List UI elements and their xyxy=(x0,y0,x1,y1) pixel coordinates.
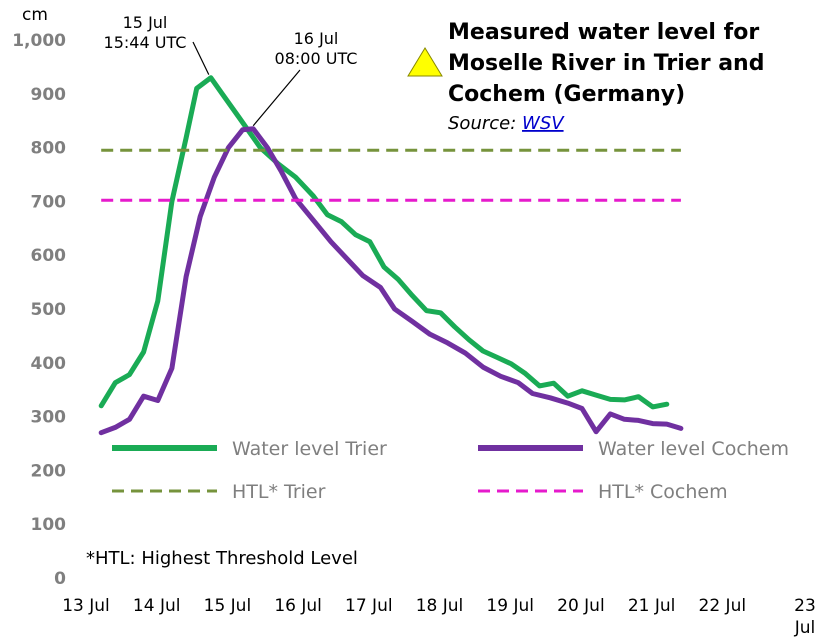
annotation-leader xyxy=(192,41,210,75)
x-tick-label: 20 Jul xyxy=(557,596,605,616)
y-axis-unit: cm xyxy=(22,5,48,25)
chart-title-line-2: Moselle River in Trier and xyxy=(448,51,764,76)
x-tick-label: 22 Jul xyxy=(699,596,747,616)
legend-item: HTL* Cochem xyxy=(478,481,728,503)
chart-source: Source: WSV xyxy=(448,113,565,134)
x-axis: 13 Jul 14 Jul 15 Jul 16 Jul 17 Jul 18 Jul 19 J… xyxy=(62,596,816,638)
legend-label: Water level Trier xyxy=(232,438,387,460)
x-tick-label: 17 Jul xyxy=(345,596,393,616)
footnote: *HTL: Highest Threshold Level xyxy=(86,548,358,569)
chart-title-line-3: Cochem (Germany) xyxy=(448,82,685,107)
x-tick-label: 18 Jul xyxy=(416,596,464,616)
y-tick-label: 800 xyxy=(31,139,67,159)
x-tick-label: 15 Jul xyxy=(204,596,252,616)
series-line-water-level-cochem xyxy=(98,126,684,436)
x-tick-label: 23 Jul xyxy=(794,596,816,638)
series-line-water-level-trier xyxy=(98,75,670,410)
legend-item: HTL* Trier xyxy=(112,481,326,503)
y-tick-label: 700 xyxy=(31,192,67,212)
warning-triangle-icon xyxy=(407,47,443,77)
x-tick-label: 19 Jul xyxy=(486,596,534,616)
peak-annotation: 15 Jul 15:44 UTC xyxy=(104,13,187,52)
y-tick-label: 100 xyxy=(31,515,67,535)
annotation-layer: 15 Jul 15:44 UTC 16 Jul 08:00 UTC xyxy=(104,13,358,127)
source-prefix: Source: xyxy=(448,113,522,134)
peak-annotation: 16 Jul 08:00 UTC xyxy=(275,29,358,68)
annotation-leader xyxy=(252,69,301,127)
series-layer xyxy=(98,75,684,436)
chart-title-line-1: Measured water level for xyxy=(448,20,759,45)
legend-item: Water level Cochem xyxy=(478,438,789,460)
legend-label: HTL* Trier xyxy=(232,481,326,503)
x-tick-label: 14 Jul xyxy=(133,596,181,616)
y-tick-label: 1,000 xyxy=(12,31,66,51)
y-tick-label: 200 xyxy=(31,461,67,481)
y-tick-label: 600 xyxy=(31,246,67,266)
y-tick-label: 300 xyxy=(31,408,67,428)
x-tick-label: 13 Jul xyxy=(62,596,110,616)
legend-label: Water level Cochem xyxy=(598,438,789,460)
legend: Water level Trier Water level Cochem HTL* … xyxy=(112,438,789,503)
source-link[interactable]: WSV xyxy=(522,113,565,134)
legend-label: HTL* Cochem xyxy=(598,481,728,503)
y-tick-label: 0 xyxy=(54,569,66,589)
legend-item: Water level Trier xyxy=(112,438,387,460)
y-tick-label: 500 xyxy=(31,300,67,320)
y-tick-label: 400 xyxy=(31,354,67,374)
x-tick-label: 21 Jul xyxy=(628,596,676,616)
y-axis: 0 100 200 300 400 500 600 700 800 900 1,000 cm xyxy=(12,5,66,589)
x-tick-label: 16 Jul xyxy=(274,596,322,616)
y-tick-label: 900 xyxy=(31,85,67,105)
